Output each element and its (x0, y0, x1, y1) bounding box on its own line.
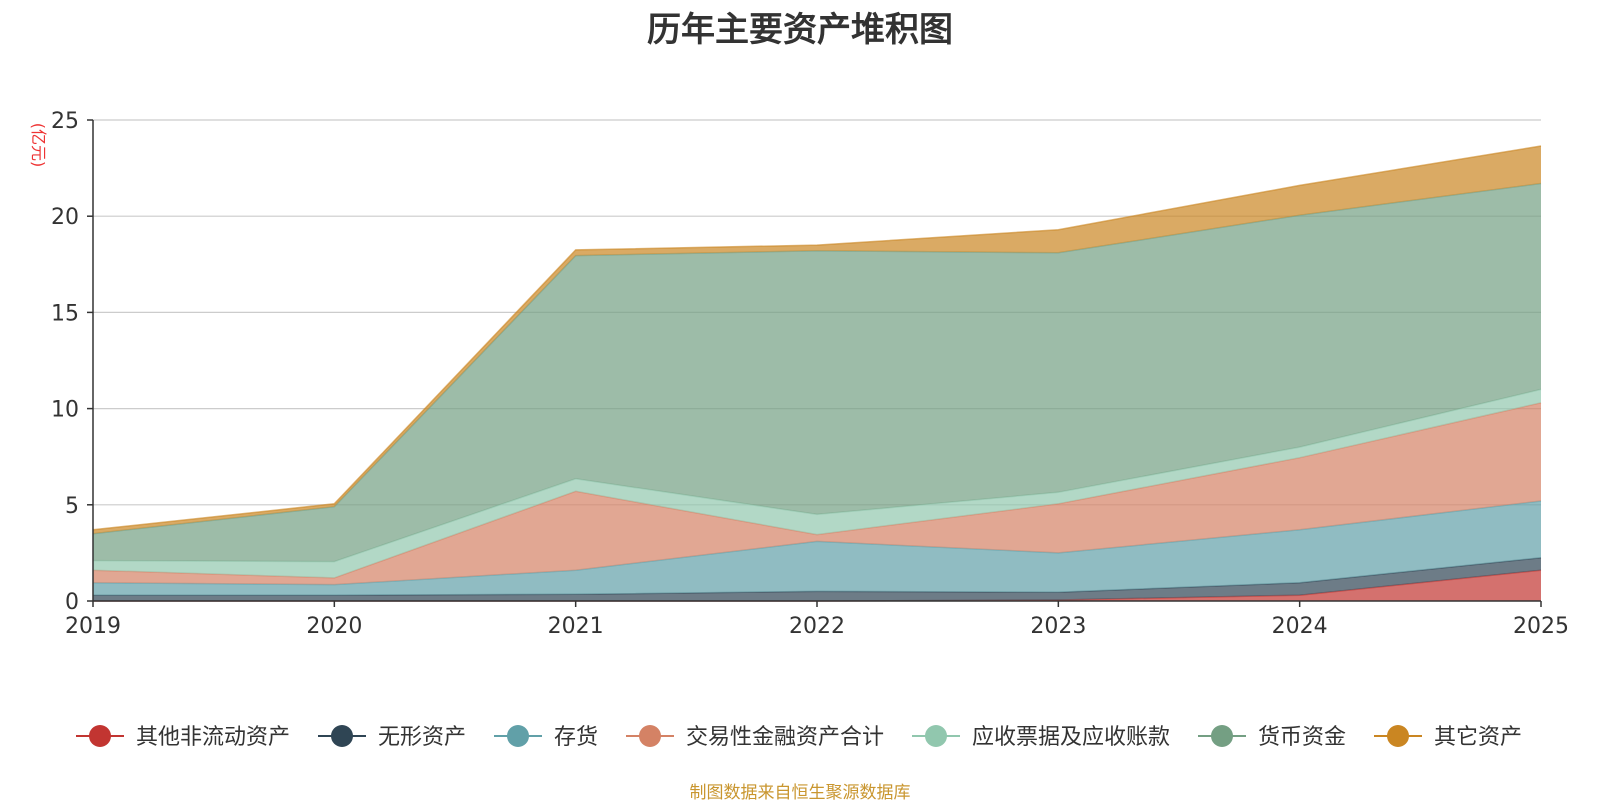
legend-marker (1211, 725, 1233, 747)
legend-marker (507, 725, 529, 747)
legend-item-2[interactable]: 存货 (494, 725, 598, 750)
area-series-2 (93, 501, 1541, 596)
legend-label: 应收票据及应收账款 (972, 725, 1170, 750)
area-series-6 (93, 146, 1541, 534)
area-series-5 (93, 183, 1541, 562)
legend-marker (639, 725, 661, 747)
y-tick-label: 20 (51, 205, 79, 230)
x-tick-label: 2021 (548, 614, 604, 639)
source-note: 制图数据来自恒生聚源数据库 (689, 783, 911, 803)
x-tick-label: 2022 (789, 614, 845, 639)
legend-item-6[interactable]: 其它资产 (1374, 725, 1522, 750)
legend-item-3[interactable]: 交易性金融资产合计 (626, 725, 884, 750)
legend-item-0[interactable]: 其他非流动资产 (76, 725, 290, 750)
legend-label: 其它资产 (1434, 725, 1522, 750)
legend-item-5[interactable]: 货币资金 (1198, 725, 1346, 750)
y-tick-label: 5 (65, 494, 79, 519)
legend-item-4[interactable]: 应收票据及应收账款 (912, 725, 1170, 750)
chart-title: 历年主要资产堆积图 (647, 10, 953, 50)
legend-label: 交易性金融资产合计 (686, 725, 884, 750)
y-tick-label: 15 (51, 301, 79, 326)
legend-label: 货币资金 (1258, 725, 1346, 750)
x-tick-label: 2020 (306, 614, 362, 639)
area-line-series-6 (92, 145, 1542, 531)
legend-item-1[interactable]: 无形资产 (318, 725, 466, 750)
legend-label: 存货 (554, 725, 598, 750)
x-tick-label: 2019 (65, 614, 121, 639)
legend-label: 无形资产 (378, 725, 466, 750)
legend-label: 其他非流动资产 (136, 725, 290, 750)
y-tick-label: 25 (51, 109, 79, 134)
y-tick-label: 10 (51, 398, 79, 423)
legend-marker (331, 725, 353, 747)
y-axis-unit-label: (亿元) (29, 123, 48, 168)
area-series-3 (93, 402, 1541, 585)
area-series-1 (93, 557, 1541, 601)
x-tick-label: 2025 (1513, 614, 1569, 639)
legend-marker (1387, 725, 1409, 747)
area-series-0 (93, 570, 1541, 601)
area-series-4 (93, 389, 1541, 578)
legend-marker (89, 725, 111, 747)
x-tick-label: 2024 (1272, 614, 1328, 639)
x-tick-label: 2023 (1030, 614, 1086, 639)
y-tick-label: 0 (65, 590, 79, 615)
legend-marker (925, 725, 947, 747)
